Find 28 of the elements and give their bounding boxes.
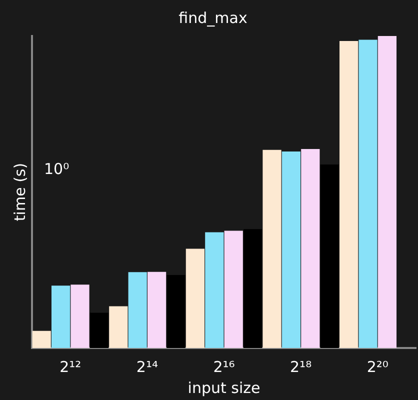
bar — [243, 229, 262, 348]
bar — [70, 284, 90, 348]
x-tick-label: 2²⁰ — [366, 358, 388, 376]
bar — [109, 306, 128, 348]
x-tick-label: 2¹⁸ — [290, 358, 312, 376]
bar — [186, 248, 205, 348]
bar — [224, 230, 243, 348]
y-axis-title: time (s) — [10, 162, 29, 222]
x-tick-label: 2¹⁶ — [213, 358, 235, 376]
bar — [51, 286, 70, 348]
chart-title: find_max — [178, 8, 248, 27]
bar — [378, 36, 397, 348]
bar — [301, 148, 320, 348]
bar — [32, 330, 51, 348]
bar — [166, 274, 186, 348]
bar — [147, 272, 166, 348]
bar — [282, 151, 301, 348]
bar — [339, 40, 358, 348]
x-tick-label: 2¹² — [60, 358, 82, 376]
bar — [205, 232, 224, 348]
bar — [358, 40, 378, 348]
x-axis-title: input size — [188, 378, 260, 397]
x-tick-label: 2¹⁴ — [136, 358, 158, 376]
bar — [90, 312, 109, 348]
bar — [320, 164, 339, 348]
bar — [262, 150, 282, 348]
annotation: 10⁰ — [44, 160, 70, 178]
bar — [128, 272, 147, 348]
